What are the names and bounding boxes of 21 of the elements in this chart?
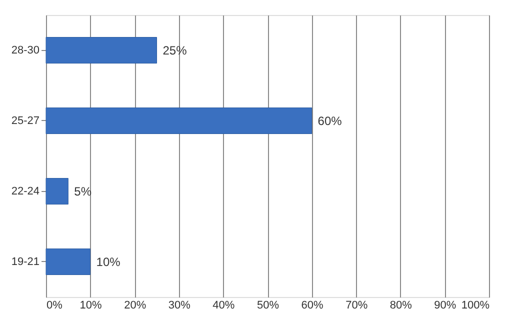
bar — [46, 108, 312, 134]
y-tick-label: 28-30 — [11, 44, 40, 56]
x-tick-label: 30% — [168, 300, 191, 312]
bar — [46, 37, 157, 64]
x-tick-label: 0% — [46, 300, 63, 312]
x-tick-label: 50% — [256, 300, 280, 312]
x-tick-label: 70% — [346, 300, 368, 312]
bar — [46, 248, 91, 275]
y-tick-label: 19-21 — [11, 256, 40, 268]
y-tick-label: 25-27 — [11, 114, 40, 127]
x-tick-label: 60% — [301, 300, 324, 312]
x-tick-label: 80% — [390, 300, 412, 312]
x-tick-label: 90% — [434, 300, 456, 312]
data-label: 10% — [96, 254, 121, 269]
y-tick-label: 22-24 — [11, 185, 40, 198]
x-tick-label: 40% — [212, 300, 235, 312]
x-tick-label: 10% — [80, 300, 102, 312]
bar — [46, 178, 68, 204]
x-tick-label: 100% — [461, 300, 490, 312]
x-tick-label: 20% — [124, 300, 146, 312]
data-label: 60% — [318, 114, 342, 128]
